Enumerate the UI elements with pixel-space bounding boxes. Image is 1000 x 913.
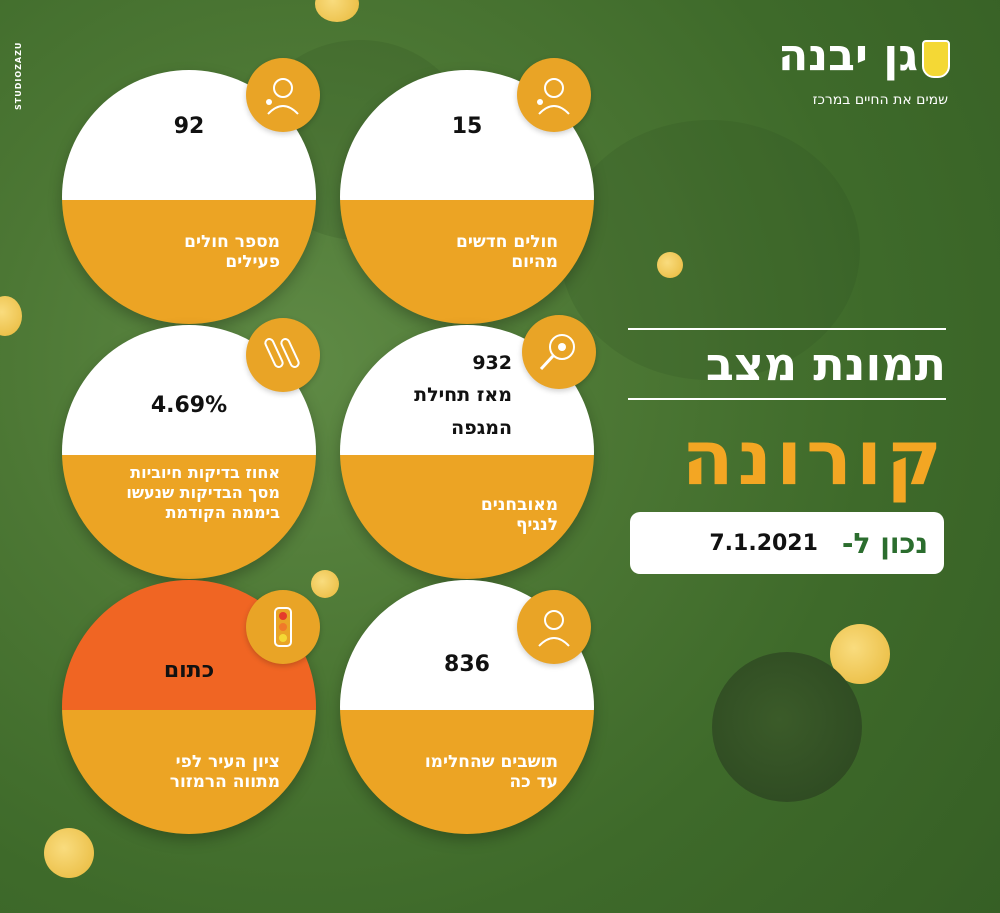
circle-bottom — [340, 454, 594, 579]
person-virus-icon — [517, 58, 591, 132]
stat-value-line: מאז תחילת — [414, 384, 512, 407]
stat-label-line: מספר חולים — [184, 232, 280, 252]
headline: תמונת מצב קורונה — [628, 328, 946, 496]
city-logo: גן יבנה שמים את החיים במרכז — [777, 30, 950, 108]
headline-divider — [628, 398, 946, 401]
stat-new-cases: 15 חולים חדשים מהיום — [340, 70, 594, 324]
stat-value: 932 מאז תחילת המגפה — [360, 347, 512, 444]
stat-label-line: פעילים — [225, 252, 280, 273]
date-value: 7.1.2021 — [709, 530, 818, 556]
stat-label: מאובחנים לנגיף — [360, 495, 558, 536]
circle-bottom — [62, 199, 316, 324]
stat-value: כתום — [163, 658, 215, 683]
logo-tagline: שמים את החיים במרכז — [812, 92, 948, 108]
test-tubes-icon — [246, 318, 320, 392]
stat-value-line: המגפה — [451, 416, 512, 439]
background-blob — [560, 120, 860, 380]
logo-title: גן יבנה — [777, 30, 918, 81]
stat-value-number: 932 — [472, 352, 512, 374]
shield-crest-icon — [922, 40, 950, 78]
date-prefix: נכון ל- — [841, 526, 928, 560]
person-icon — [517, 590, 591, 664]
stat-label-line: מסך הבדיקות שנעשו — [126, 483, 280, 502]
circle-bottom — [62, 454, 316, 579]
stat-label: תושבים שהחלימו עד כה — [360, 752, 558, 793]
stat-label-line: חולים חדשים — [456, 232, 558, 252]
circle-bottom — [62, 709, 316, 834]
virus-icon — [0, 296, 22, 336]
stat-label: מספר חולים פעילים — [82, 232, 280, 273]
stat-label-line: ביממה הקודמת — [165, 503, 280, 522]
stat-value: 4.69% — [150, 393, 228, 418]
stat-label: ציון העיר לפי מתווה הרמזור — [82, 752, 280, 793]
traffic-light-icon — [246, 590, 320, 664]
stat-label-line: אחוז בדיקות חיוביות — [130, 463, 280, 482]
stat-label: אחוז בדיקות חיוביות מסך הבדיקות שנעשו בי… — [82, 463, 280, 523]
headline-corona: קורונה — [681, 413, 946, 503]
stat-label-line: מאובחנים — [480, 495, 558, 515]
stat-total-diagnosed: 932 מאז תחילת המגפה מאובחנים לנגיף — [340, 325, 594, 579]
stat-value: 92 — [173, 114, 205, 139]
headline-line1: תמונת מצב — [705, 337, 946, 391]
virus-icon — [657, 252, 683, 278]
stat-label-line: ציון העיר לפי — [175, 752, 280, 772]
stat-label-line: עד כה — [509, 772, 558, 793]
virus-icon — [44, 828, 94, 878]
person-virus-icon — [246, 58, 320, 132]
stat-label-line: מתווה הרמזור — [169, 772, 280, 793]
stat-label-line: לנגיף — [515, 515, 558, 536]
magnifier-virus-icon — [522, 315, 596, 389]
virus-icon — [712, 652, 862, 802]
circle-bottom — [340, 199, 594, 324]
stat-label-line: מהיום — [511, 252, 558, 273]
stat-value: 836 — [444, 652, 490, 677]
date-box: נכון ל- 7.1.2021 — [630, 512, 944, 574]
studio-watermark: STUDIOZAZU — [14, 41, 23, 110]
stat-value: 15 — [451, 114, 483, 139]
circle-bottom — [340, 709, 594, 834]
stat-label: חולים חדשים מהיום — [360, 232, 558, 273]
stat-label-line: תושבים שהחלימו — [424, 752, 558, 772]
headline-divider — [628, 328, 946, 330]
virus-icon — [315, 0, 359, 22]
